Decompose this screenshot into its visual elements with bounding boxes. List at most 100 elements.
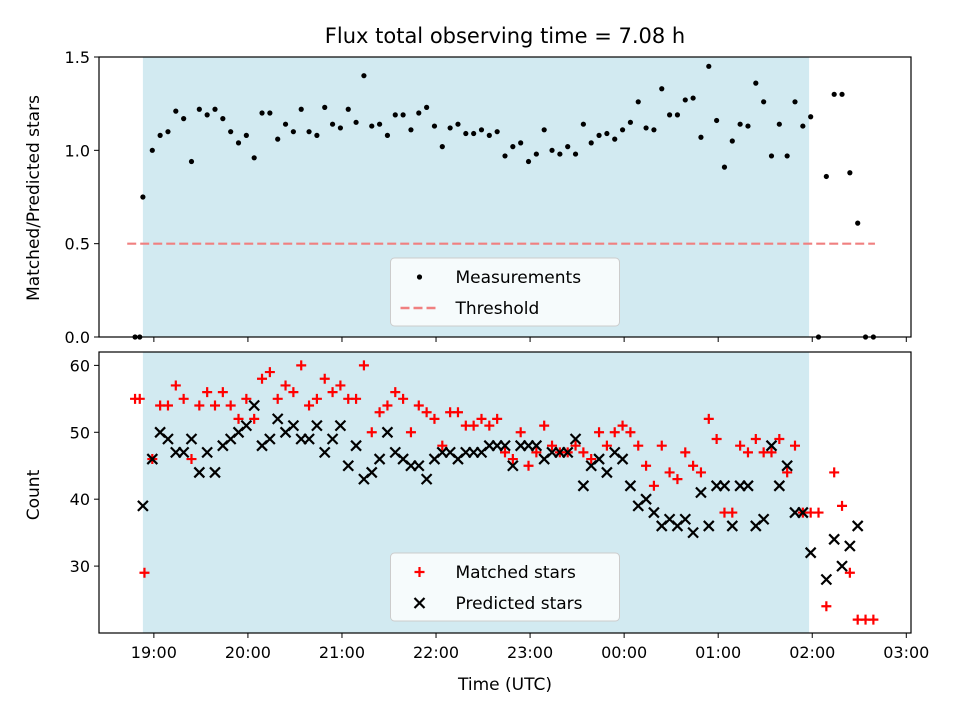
predicted-star-point (703, 520, 715, 532)
matched-star-point (241, 393, 252, 404)
matched-star-point (837, 500, 848, 511)
measurement-point (157, 132, 163, 138)
predicted-star-point (499, 439, 511, 452)
matched-star-point (186, 454, 197, 465)
measurement-point (784, 153, 790, 159)
matched-star-point (134, 393, 145, 404)
matched-star-point (656, 440, 667, 451)
x-tick-label: 22:00 (413, 643, 459, 662)
measurement-point (565, 144, 571, 150)
measurement-point (361, 73, 367, 79)
predicted-star-point (742, 480, 754, 492)
measurement-point (220, 116, 226, 122)
predicted-star-point (381, 426, 394, 439)
matched-star-point (782, 467, 793, 478)
measurement-point (337, 125, 344, 131)
predicted-star-point (177, 446, 190, 459)
matched-star-point (351, 393, 362, 404)
matched-star-point (210, 400, 220, 411)
measurement-point (416, 110, 422, 116)
measurement-point (549, 147, 555, 153)
predicted-star-point (530, 439, 543, 452)
matched-star-point (398, 393, 409, 404)
bottom-legend-x-marker (413, 597, 426, 609)
predicted-star-point (137, 500, 149, 512)
matched-star-point (680, 447, 691, 458)
predicted-star-point (248, 399, 260, 412)
measurement-point (533, 151, 539, 157)
measurement-point (588, 140, 594, 146)
matched-star-point (813, 507, 824, 518)
measurement-point (322, 104, 328, 110)
matched-star-point (194, 400, 205, 411)
top-y-tick-label: 0.0 (65, 328, 90, 347)
predicted-star-point (828, 533, 840, 546)
matched-star-point (633, 440, 644, 451)
measurement-point (282, 121, 289, 127)
matched-star-point (539, 420, 550, 431)
matched-star-point (178, 393, 189, 404)
top-y-tick-label: 0.5 (65, 235, 90, 254)
matched-star-point (484, 420, 495, 431)
measurement-point (259, 110, 265, 116)
matched-star-point (358, 360, 369, 371)
measurement-point (314, 132, 320, 138)
measurement-point (471, 130, 477, 137)
measurement-point (776, 121, 782, 127)
matched-star-point (625, 427, 636, 438)
matched-star-point (601, 440, 612, 451)
top-axes-frame (98, 56, 912, 338)
bottom-panel: 30 40 50 60 Matched stars Predicted stars 19:0… (70, 351, 929, 662)
bottom-axes-frame (98, 351, 912, 634)
measurement-point (721, 164, 728, 170)
matched-star-point (586, 454, 597, 465)
predicted-star-point (820, 573, 833, 586)
measurement-point (149, 147, 155, 153)
matched-star-point (264, 367, 275, 378)
measurement-point (839, 91, 845, 97)
measurement-point (659, 86, 665, 92)
bottom-y-axis-label: Count (24, 469, 44, 520)
predicted-star-point (264, 433, 276, 445)
measurement-point (329, 121, 336, 127)
measurement-point (580, 121, 586, 127)
matched-star-point (672, 474, 683, 485)
measurement-point (502, 153, 508, 159)
measurement-point (674, 112, 681, 118)
measurement-point (431, 123, 438, 129)
matched-star-point (727, 507, 738, 518)
predicted-star-point (146, 453, 159, 465)
predicted-star-point (271, 413, 284, 425)
predicted-star-point (726, 520, 739, 532)
top-y-tick-label: 1.0 (65, 141, 90, 160)
predicted-star-point (413, 459, 425, 472)
predicted-star-point (209, 466, 221, 479)
measurement-point (173, 108, 179, 114)
measurement-point (635, 99, 641, 105)
top-panel: 0.0 0.5 1.0 1.5 Measurements Threshold (65, 48, 912, 347)
matched-star-point (374, 407, 385, 418)
chart-title: Flux total observing time = 7.08 h (325, 24, 685, 48)
x-tick-label: 02:00 (789, 643, 835, 662)
top-y-axis-label: Matched/Predicted stars (24, 95, 44, 301)
matched-star-point (515, 427, 526, 438)
measurement-point (369, 123, 375, 129)
matched-star-point (233, 413, 244, 424)
measurement-point (478, 127, 485, 133)
measurement-point (612, 136, 618, 142)
matched-star-point (570, 440, 581, 451)
x-tick-label: 23:00 (507, 643, 553, 662)
matched-star-point (225, 400, 236, 411)
measurement-point (541, 127, 547, 133)
predicted-star-point (687, 526, 699, 539)
bottom-y-tick-label: 60 (70, 356, 90, 375)
measurement-point (463, 130, 469, 137)
matched-star-point (492, 413, 503, 424)
measurement-point (596, 132, 602, 138)
matched-star-point (609, 427, 620, 438)
matched-star-point (335, 380, 346, 391)
measurement-point (525, 158, 532, 165)
measurement-point (619, 127, 626, 133)
measurement-point (235, 140, 242, 146)
matched-star-point (272, 393, 283, 404)
